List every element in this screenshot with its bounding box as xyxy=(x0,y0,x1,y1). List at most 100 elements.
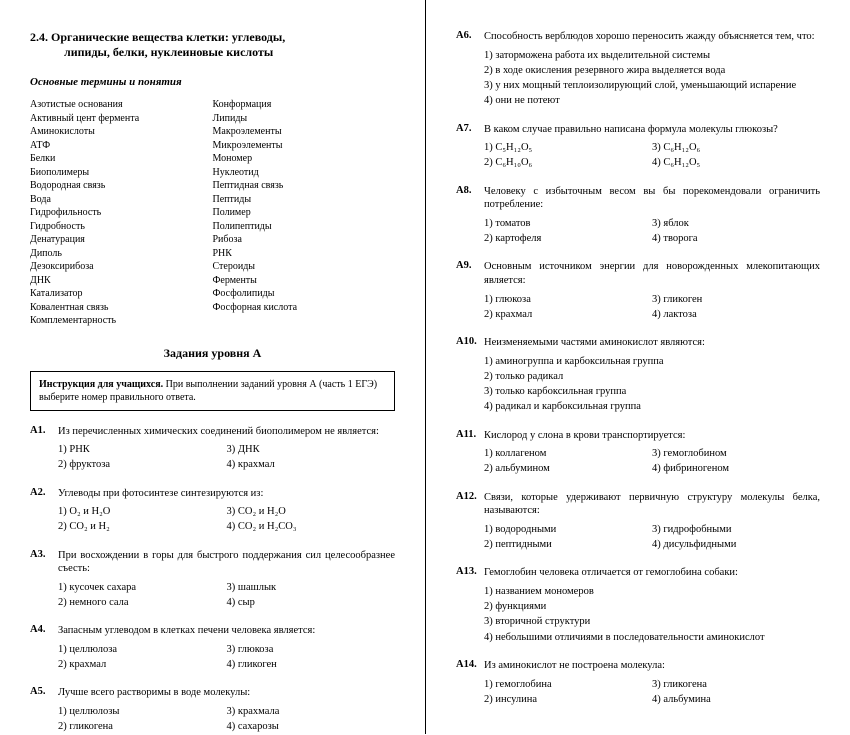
question-number: A7. xyxy=(456,123,484,134)
term-item: Дезоксирибоза xyxy=(30,260,213,274)
page-left: 2.4. Органические вещества клетки: углев… xyxy=(0,0,425,734)
option-item: 3) гликоген xyxy=(652,292,820,307)
option-item: 4) C₆H₁₂O₅ xyxy=(652,155,820,170)
question: A9.Основным источником энергии для новор… xyxy=(456,260,820,322)
option-item: 1) глюкоза xyxy=(484,292,652,307)
options: 1) C₅H₁₂O₅2) C₆H₁₀O₆3) C₆H₁₂O₆4) C₆H₁₂O₅ xyxy=(484,140,820,170)
question-number: A11. xyxy=(456,429,484,440)
option-column: 3) гидрофобными4) дисульфидными xyxy=(652,522,820,552)
option-item: 2) инсулина xyxy=(484,692,652,707)
option-item: 3) гидрофобными xyxy=(652,522,820,537)
option-column: 1) глюкоза2) крахмал xyxy=(484,292,652,322)
questions-left: A1.Из перечисленных химических соединени… xyxy=(30,425,395,735)
question-number: A13. xyxy=(456,566,484,577)
options: 1) коллагеном2) альбумином3) гемоглобино… xyxy=(484,446,820,476)
option-item: 4) крахмал xyxy=(227,457,396,472)
question-number: A14. xyxy=(456,659,484,670)
option-column: 1) целлюлоза2) крахмал xyxy=(58,642,227,672)
term-item: АТФ xyxy=(30,139,213,153)
option-column: 1) коллагеном2) альбумином xyxy=(484,446,652,476)
term-item: Макроэлементы xyxy=(213,125,396,139)
terms-col-right: КонформацияЛипидыМакроэлементыМикроэлеме… xyxy=(213,98,396,328)
option-item: 3) гликогена xyxy=(652,677,820,692)
option-item: 2) пептидными xyxy=(484,537,652,552)
option-item: 2) в ходе окисления резервного жира выде… xyxy=(484,63,820,78)
option-column: 3) шашлык4) сыр xyxy=(227,580,396,610)
question-text: Гемоглобин человека отличается от гемогл… xyxy=(484,566,820,580)
option-item: 3) у них мощный теплоизолирующий слой, у… xyxy=(484,78,820,93)
term-item: Водородная связь xyxy=(30,179,213,193)
question-text: Человеку с избыточным весом вы бы пореко… xyxy=(484,185,820,212)
options: 1) кусочек сахара2) немного сала3) шашлы… xyxy=(58,580,395,610)
question: A6.Способность верблюдов хорошо переноси… xyxy=(456,30,820,109)
option-item: 4) альбумина xyxy=(652,692,820,707)
term-item: Диполь xyxy=(30,247,213,261)
option-item: 3) шашлык xyxy=(227,580,396,595)
option-item: 2) альбумином xyxy=(484,461,652,476)
option-column: 1) кусочек сахара2) немного сала xyxy=(58,580,227,610)
question-text: При восхождении в горы для быстрого подд… xyxy=(58,549,395,576)
page-right: A6.Способность верблюдов хорошо переноси… xyxy=(425,0,850,734)
option-column: 1) РНК2) фруктоза xyxy=(58,442,227,472)
option-item: 2) картофеля xyxy=(484,231,652,246)
option-item: 2) C₆H₁₀O₆ xyxy=(484,155,652,170)
term-item: Липиды xyxy=(213,112,396,126)
question-text: Запасным углеводом в клетках печени чело… xyxy=(58,624,395,638)
option-column: 3) CO₂ и H₂O4) CO₂ и H₂CO₃ xyxy=(227,504,396,534)
instruction-bold: Инструкция для учащихся. xyxy=(39,379,163,390)
option-item: 3) вторичной структури xyxy=(484,614,820,629)
option-column: 1) гемоглобина2) инсулина xyxy=(484,677,652,707)
option-item: 4) творога xyxy=(652,231,820,246)
option-item: 1) аминогруппа и карбоксильная группа xyxy=(484,354,820,369)
term-item: Катализатор xyxy=(30,287,213,301)
term-item: Белки xyxy=(30,152,213,166)
terms-subtitle: Основные термины и понятия xyxy=(30,76,395,88)
option-column: 1) томатов2) картофеля xyxy=(484,216,652,246)
question: A13.Гемоглобин человека отличается от ге… xyxy=(456,566,820,645)
option-column: 1) целлюлозы2) гликогена xyxy=(58,704,227,734)
options: 1) глюкоза2) крахмал3) гликоген4) лактоз… xyxy=(484,292,820,322)
option-column: 3) глюкоза4) гликоген xyxy=(227,642,396,672)
question-number: A4. xyxy=(30,624,58,635)
option-item: 3) глюкоза xyxy=(227,642,396,657)
option-item: 3) ДНК xyxy=(227,442,396,457)
options-list: 1) аминогруппа и карбоксильная группа2) … xyxy=(484,354,820,415)
question-text: Неизменяемыми частями аминокислот являют… xyxy=(484,336,820,350)
term-item: Микроэлементы xyxy=(213,139,396,153)
option-column: 3) гликогена4) альбумина xyxy=(652,677,820,707)
question: A4.Запасным углеводом в клетках печени ч… xyxy=(30,624,395,672)
options-list: 1) названием мономеров2) функциями3) вто… xyxy=(484,584,820,645)
title-line1: 2.4. Органические вещества клетки: углев… xyxy=(30,30,285,44)
questions-right: A6.Способность верблюдов хорошо переноси… xyxy=(456,30,820,707)
question-text: Кислород у слона в крови транспортируетс… xyxy=(484,429,820,443)
option-item: 3) только карбоксильная группа xyxy=(484,384,820,399)
option-item: 1) РНК xyxy=(58,442,227,457)
options: 1) O₂ и H₂O2) CO₂ и H₂3) CO₂ и H₂O4) CO₂… xyxy=(58,504,395,534)
term-item: Мономер xyxy=(213,152,396,166)
term-item: Фосфолипиды xyxy=(213,287,396,301)
terms-col-left: Азотистые основанияАктивный цент фермент… xyxy=(30,98,213,328)
option-item: 3) яблок xyxy=(652,216,820,231)
question-number: A10. xyxy=(456,336,484,347)
term-item: Активный цент фермента xyxy=(30,112,213,126)
question: A2.Углеводы при фотосинтезе синтезируютс… xyxy=(30,487,395,535)
option-column: 3) гликоген4) лактоза xyxy=(652,292,820,322)
question-text: Основным источником энергии для новорожд… xyxy=(484,260,820,287)
option-item: 2) немного сала xyxy=(58,595,227,610)
option-item: 4) они не потеют xyxy=(484,93,820,108)
term-item: Рибоза xyxy=(213,233,396,247)
question-number: A3. xyxy=(30,549,58,560)
question: A7.В каком случае правильно написана фор… xyxy=(456,123,820,171)
option-item: 2) крахмал xyxy=(58,657,227,672)
term-item: Конформация xyxy=(213,98,396,112)
option-column: 1) водородными2) пептидными xyxy=(484,522,652,552)
term-item: Ферменты xyxy=(213,274,396,288)
option-item: 4) небольшими отличиями в последовательн… xyxy=(484,630,820,645)
option-item: 1) томатов xyxy=(484,216,652,231)
term-item: Нуклеотид xyxy=(213,166,396,180)
options: 1) водородными2) пептидными3) гидрофобны… xyxy=(484,522,820,552)
tasks-title: Задания уровня А xyxy=(30,346,395,361)
option-item: 1) целлюлозы xyxy=(58,704,227,719)
question: A3.При восхождении в горы для быстрого п… xyxy=(30,549,395,611)
term-item: Ковалентная связь xyxy=(30,301,213,315)
